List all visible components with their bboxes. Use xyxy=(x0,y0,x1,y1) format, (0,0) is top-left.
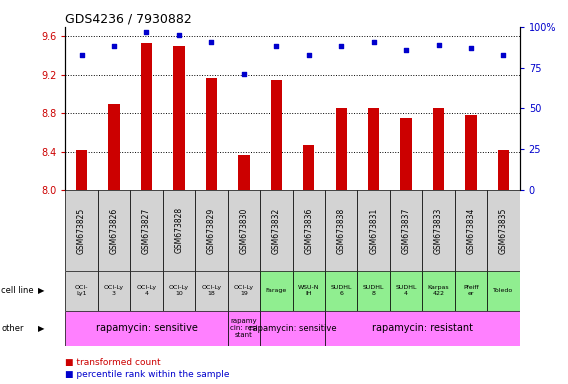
Text: GSM673837: GSM673837 xyxy=(402,207,411,253)
Bar xyxy=(162,271,195,311)
Bar xyxy=(76,150,87,190)
Text: ▶: ▶ xyxy=(38,286,44,295)
Point xyxy=(207,38,216,45)
Text: SUDHL
6: SUDHL 6 xyxy=(331,285,352,296)
Text: Karpas
422: Karpas 422 xyxy=(428,285,449,296)
Text: GSM673825: GSM673825 xyxy=(77,207,86,253)
Point xyxy=(304,51,314,58)
Text: other: other xyxy=(1,324,24,333)
Point xyxy=(337,43,346,50)
Bar xyxy=(260,271,293,311)
Bar xyxy=(162,190,195,271)
Text: SUDHL
4: SUDHL 4 xyxy=(395,285,417,296)
Bar xyxy=(293,190,325,271)
Bar xyxy=(465,115,477,190)
Bar xyxy=(423,271,455,311)
Point xyxy=(369,38,378,45)
Text: OCI-Ly
10: OCI-Ly 10 xyxy=(169,285,189,296)
Bar xyxy=(325,190,357,271)
Bar xyxy=(455,190,487,271)
Bar xyxy=(98,190,130,271)
Bar xyxy=(130,271,162,311)
Bar xyxy=(357,271,390,311)
Bar xyxy=(141,43,152,190)
Bar xyxy=(195,271,228,311)
Bar xyxy=(108,104,120,190)
Bar xyxy=(400,118,412,190)
Text: GDS4236 / 7930882: GDS4236 / 7930882 xyxy=(65,13,192,26)
Text: OCI-Ly
3: OCI-Ly 3 xyxy=(104,285,124,296)
Text: GSM673828: GSM673828 xyxy=(174,207,183,253)
Point xyxy=(499,51,508,58)
Text: GSM673826: GSM673826 xyxy=(110,207,119,253)
Text: ■ percentile rank within the sample: ■ percentile rank within the sample xyxy=(65,370,230,379)
Text: GSM673831: GSM673831 xyxy=(369,207,378,253)
Text: OCI-Ly
18: OCI-Ly 18 xyxy=(201,285,222,296)
Point xyxy=(174,32,183,38)
Text: GSM673829: GSM673829 xyxy=(207,207,216,253)
Text: rapamy
cin: resi
stant: rapamy cin: resi stant xyxy=(230,318,258,338)
Bar xyxy=(206,78,217,190)
Point xyxy=(77,51,86,58)
Bar xyxy=(487,190,520,271)
Bar xyxy=(336,108,347,190)
Text: Toledo: Toledo xyxy=(494,288,513,293)
Text: Pfeiff
er: Pfeiff er xyxy=(463,285,479,296)
Point xyxy=(466,45,475,51)
Text: rapamycin: sensitive: rapamycin: sensitive xyxy=(95,323,198,333)
Text: GSM673833: GSM673833 xyxy=(434,207,443,253)
Bar xyxy=(390,271,423,311)
Text: Farage: Farage xyxy=(266,288,287,293)
Text: GSM673834: GSM673834 xyxy=(466,207,475,253)
Bar xyxy=(390,190,423,271)
Bar xyxy=(455,271,487,311)
Text: rapamycin: resistant: rapamycin: resistant xyxy=(372,323,473,333)
Text: SUDHL
8: SUDHL 8 xyxy=(363,285,385,296)
Bar xyxy=(228,271,260,311)
Bar xyxy=(260,311,325,346)
Text: OCI-Ly
4: OCI-Ly 4 xyxy=(136,285,157,296)
Bar xyxy=(498,150,509,190)
Bar xyxy=(173,46,185,190)
Point xyxy=(402,46,411,53)
Bar xyxy=(65,190,98,271)
Bar xyxy=(65,311,228,346)
Text: GSM673836: GSM673836 xyxy=(304,207,313,253)
Bar xyxy=(130,190,162,271)
Bar xyxy=(325,311,520,346)
Bar xyxy=(260,190,293,271)
Bar xyxy=(357,190,390,271)
Bar xyxy=(423,190,455,271)
Point xyxy=(239,71,248,77)
Text: GSM673835: GSM673835 xyxy=(499,207,508,253)
Bar xyxy=(293,271,325,311)
Point xyxy=(434,42,443,48)
Text: GSM673827: GSM673827 xyxy=(142,207,151,253)
Bar xyxy=(325,271,357,311)
Bar xyxy=(303,145,315,190)
Bar xyxy=(368,108,379,190)
Bar xyxy=(270,79,282,190)
Text: WSU-N
IH: WSU-N IH xyxy=(298,285,319,296)
Text: GSM673830: GSM673830 xyxy=(239,207,248,253)
Point xyxy=(110,43,119,50)
Text: GSM673832: GSM673832 xyxy=(272,207,281,253)
Bar xyxy=(238,155,249,190)
Text: OCI-
Ly1: OCI- Ly1 xyxy=(75,285,88,296)
Bar xyxy=(487,271,520,311)
Text: OCI-Ly
19: OCI-Ly 19 xyxy=(234,285,254,296)
Point xyxy=(272,43,281,50)
Text: cell line: cell line xyxy=(1,286,34,295)
Bar xyxy=(65,271,98,311)
Bar xyxy=(228,311,260,346)
Bar xyxy=(98,271,130,311)
Bar xyxy=(433,108,444,190)
Point xyxy=(142,29,151,35)
Text: rapamycin: sensitive: rapamycin: sensitive xyxy=(249,324,336,333)
Text: GSM673838: GSM673838 xyxy=(337,207,346,253)
Text: ■ transformed count: ■ transformed count xyxy=(65,358,161,367)
Bar xyxy=(195,190,228,271)
Text: ▶: ▶ xyxy=(38,324,44,333)
Bar xyxy=(228,190,260,271)
